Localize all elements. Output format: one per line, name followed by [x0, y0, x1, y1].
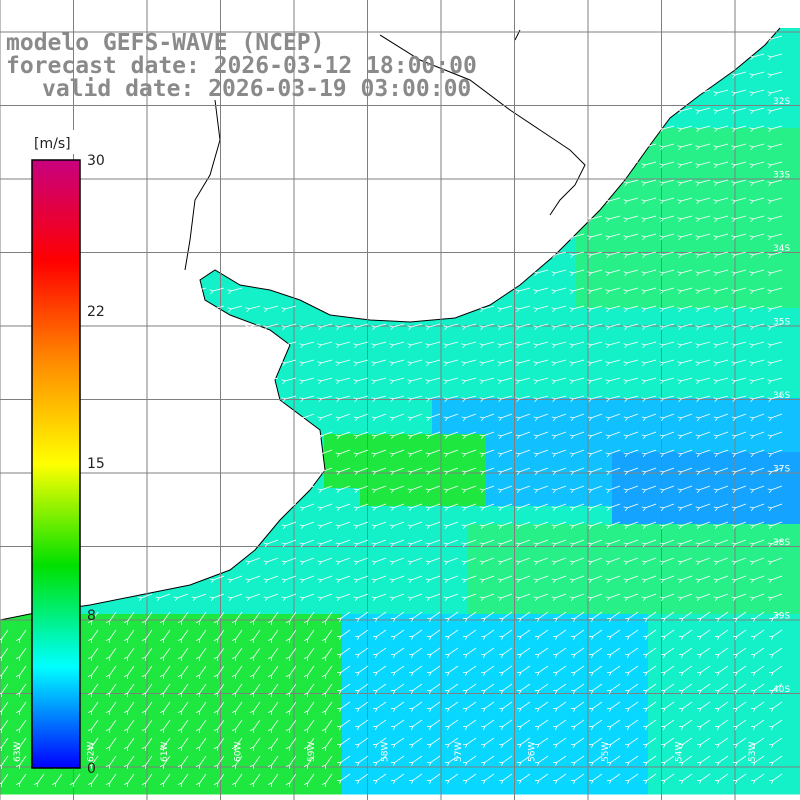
longitude-label: 60W	[234, 742, 244, 762]
longitude-label: 54W	[675, 742, 685, 762]
latitude-label: 34S	[773, 244, 790, 254]
forecast-date: forecast date: 2026-03-12 18:00:00	[6, 53, 477, 79]
latitude-label: 32S	[773, 97, 790, 107]
colorbar-unit: [m/s]	[34, 136, 71, 152]
model-title: modelo GEFS-WAVE (NCEP)	[6, 30, 325, 56]
border-line	[184, 99, 221, 271]
colorbar-tick-label: 15	[87, 456, 105, 472]
header-titles: modelo GEFS-WAVE (NCEP) forecast date: 2…	[6, 30, 477, 102]
latitude-label: 39S	[773, 612, 790, 622]
longitude-label: 58W	[381, 742, 391, 762]
coastline	[0, 27, 781, 621]
longitude-label: 59W	[307, 742, 317, 762]
longitude-label: 62W	[87, 742, 97, 762]
colorbar-tick-label: 0	[87, 761, 96, 777]
longitude-label: 57W	[454, 742, 464, 762]
colorbar-tick-label: 8	[87, 608, 96, 624]
latitude-label: 36S	[773, 391, 790, 401]
colorbar-tick-label: 22	[87, 304, 105, 320]
colorbar: [m/s] 30 22 15 8 0	[30, 130, 105, 777]
colorbar-unit-bg	[30, 130, 80, 154]
land-polygon	[0, 0, 800, 620]
valid-date: valid date: 2026-03-19 03:00:00	[42, 76, 471, 102]
wind-arrows	[0, 35, 783, 788]
land-mass	[0, 0, 800, 621]
latitude-label: 35S	[773, 318, 790, 328]
latitude-labels: 32S 33S 34S 35S 36S 37S 38S 39S 40S	[773, 97, 790, 695]
colorbar-tick-label: 30	[87, 153, 105, 169]
border-line	[379, 34, 586, 216]
longitude-label: 53W	[748, 742, 758, 762]
latitude-label: 33S	[773, 171, 790, 181]
longitude-label: 56W	[528, 742, 538, 762]
longitude-labels: 63W 62W 61W 60W 59W 58W 57W 56W 55W 54W 53W	[13, 742, 758, 762]
latitude-label: 40S	[773, 685, 790, 695]
longitude-label: 63W	[13, 742, 23, 762]
colorbar-gradient	[31, 159, 81, 769]
latitude-label: 38S	[773, 538, 790, 548]
longitude-label: 61W	[160, 742, 170, 762]
latitude-label: 37S	[773, 465, 790, 475]
longitude-label: 55W	[601, 742, 611, 762]
colorbar-ticks: 30 22 15 8 0	[87, 153, 105, 777]
